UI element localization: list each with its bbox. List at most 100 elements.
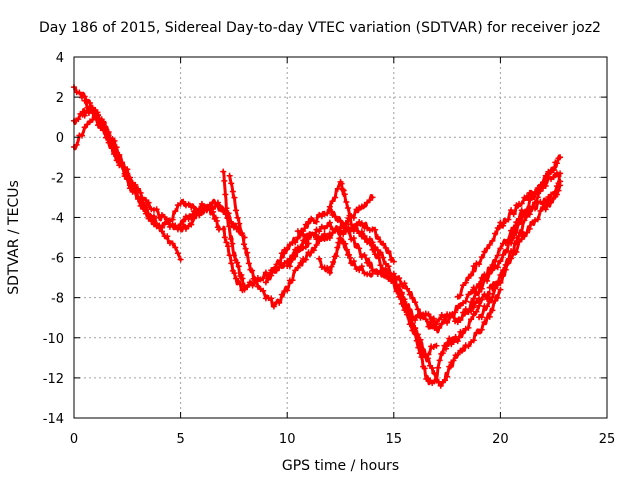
data-point-marker xyxy=(406,291,413,298)
data-point-marker xyxy=(113,144,120,151)
data-point-marker xyxy=(132,181,139,188)
data-point-marker xyxy=(188,221,195,228)
data-point-marker xyxy=(454,351,461,358)
data-point-marker xyxy=(226,172,233,179)
data-point-marker xyxy=(235,263,242,270)
satellite-track-16 xyxy=(412,286,504,389)
data-point-marker xyxy=(460,309,467,316)
data-point-marker xyxy=(235,277,242,284)
y-tick-label: 4 xyxy=(56,51,64,66)
data-point-marker xyxy=(557,170,564,177)
data-point-marker xyxy=(196,208,203,215)
data-point-marker xyxy=(268,272,275,279)
data-point-marker xyxy=(516,215,523,222)
data-point-marker xyxy=(239,232,246,239)
data-point-marker xyxy=(292,239,299,246)
data-point-marker xyxy=(497,219,504,226)
data-point-marker xyxy=(86,103,93,110)
data-point-marker xyxy=(441,377,448,384)
data-point-marker xyxy=(276,299,283,306)
data-point-marker xyxy=(177,221,184,228)
data-point-marker xyxy=(332,213,339,220)
data-point-marker xyxy=(89,109,96,116)
data-point-marker xyxy=(382,244,389,251)
data-point-marker xyxy=(330,258,337,265)
data-point-marker xyxy=(431,370,438,377)
data-point-marker xyxy=(246,279,253,286)
data-point-marker xyxy=(245,260,252,267)
data-point-marker xyxy=(377,262,384,269)
data-point-marker xyxy=(484,303,491,310)
data-point-marker xyxy=(92,113,99,120)
data-point-marker xyxy=(310,232,317,239)
data-point-marker xyxy=(553,183,560,190)
data-point-marker xyxy=(518,200,525,207)
data-point-marker xyxy=(228,260,235,267)
data-point-marker xyxy=(526,197,533,204)
data-point-marker xyxy=(212,214,219,221)
data-point-marker xyxy=(500,271,507,278)
data-point-marker xyxy=(446,363,453,370)
data-point-marker xyxy=(297,243,304,250)
data-point-marker xyxy=(401,307,408,314)
data-point-marker xyxy=(505,259,512,266)
data-point-marker xyxy=(244,249,251,256)
satellite-track-8 xyxy=(226,172,333,310)
data-point-marker xyxy=(356,267,363,274)
data-point-marker xyxy=(526,225,533,232)
data-point-marker xyxy=(444,373,451,380)
data-point-marker xyxy=(292,253,299,260)
data-point-marker xyxy=(278,250,285,257)
data-point-marker xyxy=(553,160,560,167)
data-point-marker xyxy=(316,228,323,235)
data-point-marker xyxy=(343,246,350,253)
data-point-marker xyxy=(437,382,444,389)
data-point-marker xyxy=(476,302,483,309)
data-point-marker xyxy=(478,326,485,333)
data-point-marker xyxy=(78,132,85,139)
data-point-marker xyxy=(284,287,291,294)
data-point-marker xyxy=(361,234,368,241)
data-point-marker xyxy=(542,206,549,213)
y-tick-label: 2 xyxy=(56,91,64,106)
data-point-marker xyxy=(358,220,365,227)
data-point-marker xyxy=(465,309,472,316)
data-point-marker xyxy=(73,141,80,148)
data-point-marker xyxy=(316,237,323,244)
data-point-marker xyxy=(268,295,275,302)
data-point-marker xyxy=(321,230,328,237)
data-point-marker xyxy=(76,89,83,96)
data-point-marker xyxy=(198,200,205,207)
data-point-marker xyxy=(478,296,485,303)
data-point-marker xyxy=(500,251,507,258)
data-point-marker xyxy=(374,253,381,260)
data-point-marker xyxy=(221,234,228,241)
data-point-marker xyxy=(369,246,376,253)
data-point-marker xyxy=(390,270,397,277)
data-point-marker xyxy=(276,260,283,267)
data-point-marker xyxy=(326,206,333,213)
data-point-marker xyxy=(356,245,363,252)
data-point-marker xyxy=(177,256,184,263)
data-point-marker xyxy=(460,345,467,352)
x-tick-label: 0 xyxy=(70,432,78,447)
data-point-marker xyxy=(374,234,381,241)
x-tick-label: 20 xyxy=(492,432,509,447)
data-point-marker xyxy=(213,217,220,224)
data-point-marker xyxy=(328,263,335,270)
data-point-marker xyxy=(450,339,457,346)
data-point-marker xyxy=(486,313,493,320)
data-point-marker xyxy=(436,316,443,323)
data-point-marker xyxy=(202,203,209,210)
data-point-marker xyxy=(489,294,496,301)
data-point-marker xyxy=(344,205,351,212)
data-point-marker xyxy=(305,218,312,225)
y-axis-label: SDTVAR / TECUs xyxy=(6,180,22,295)
data-point-marker xyxy=(326,235,333,242)
data-point-marker xyxy=(337,218,344,225)
data-point-marker xyxy=(454,338,461,345)
data-point-marker xyxy=(465,275,472,282)
data-point-marker xyxy=(284,245,291,252)
data-point-marker xyxy=(161,214,168,221)
